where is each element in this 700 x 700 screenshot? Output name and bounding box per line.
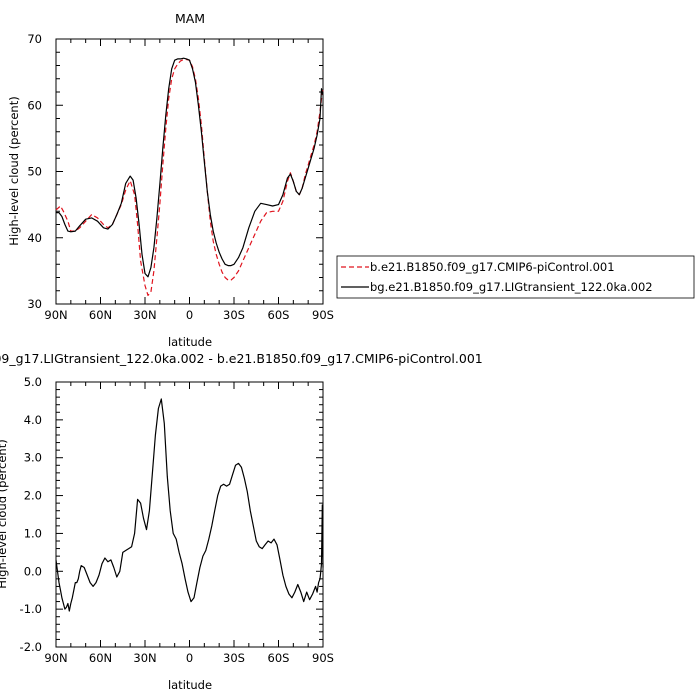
legend: b.e21.B1850.f09_g17.CMIP6-piControl.001 … xyxy=(336,255,695,299)
top-y-ticks: 30 40 50 60 70 xyxy=(27,32,323,311)
legend-box xyxy=(336,255,695,299)
top-y-axis-label: High-level cloud (percent) xyxy=(7,96,21,245)
bottom-y-tick-label: 3.0 xyxy=(24,451,42,465)
bottom-y-tick-label: -1.0 xyxy=(20,602,42,616)
top-series-line-1 xyxy=(55,58,324,296)
bottom-panel-title: bg.e21.B1850.f09_g17.LIGtransient_122.0k… xyxy=(0,351,483,366)
top-x-tick-label: 30N xyxy=(133,308,156,322)
top-plot-frame xyxy=(55,38,324,305)
top-curves xyxy=(55,57,324,296)
bottom-y-tick-label: 0.0 xyxy=(24,564,42,578)
top-x-tick-label: 60N xyxy=(89,308,112,322)
legend-label-series-2: bg.e21.B1850.f09_g17.LIGtransient_122.0k… xyxy=(370,280,653,294)
bottom-x-tick-label: 0 xyxy=(186,651,193,665)
bottom-x-tick-label: 60S xyxy=(268,651,290,665)
top-x-tick-label: 30S xyxy=(223,308,245,322)
bottom-curves xyxy=(55,398,324,612)
bottom-x-tick-label: 30S xyxy=(223,651,245,665)
top-y-tick-label: 40 xyxy=(27,231,42,245)
top-x-tick-label: 0 xyxy=(186,308,193,322)
top-series-line-2 xyxy=(56,57,324,278)
bottom-y-tick-label: 4.0 xyxy=(24,413,42,427)
top-y-tick-label: 30 xyxy=(27,297,42,311)
top-panel-title: MAM xyxy=(175,11,205,26)
top-x-axis-label: latitude xyxy=(168,335,212,349)
bottom-y-tick-label: 5.0 xyxy=(24,375,42,389)
bottom-series-line-1 xyxy=(55,398,324,612)
bottom-y-ticks: -2.0 -1.0 0.0 1.0 2.0 3.0 4.0 5.0 xyxy=(20,375,323,654)
bottom-plot-frame xyxy=(55,381,324,648)
bottom-x-tick-label: 90S xyxy=(312,651,334,665)
bottom-x-axis-label: latitude xyxy=(168,678,212,692)
bottom-y-tick-label: 2.0 xyxy=(24,489,42,503)
top-panel: MAM 90N 60N 30N 0 30S 60S 90S 30 40 50 60 70 latit… xyxy=(7,11,695,349)
top-x-tick-label: 90N xyxy=(44,308,67,322)
bottom-y-axis-label: High-level cloud (percent) xyxy=(0,439,9,588)
bottom-panel: bg.e21.B1850.f09_g17.LIGtransient_122.0k… xyxy=(0,351,483,692)
top-x-ticks: 90N 60N 30N 0 30S 60S 90S xyxy=(44,39,334,322)
bottom-x-ticks: 90N 60N 30N 0 30S 60S 90S xyxy=(44,382,334,665)
top-x-tick-label: 60S xyxy=(268,308,290,322)
bottom-y-tick-label: -2.0 xyxy=(20,640,42,654)
bottom-x-tick-label: 90N xyxy=(44,651,67,665)
top-y-tick-label: 60 xyxy=(27,98,42,112)
bottom-y-tick-label: 1.0 xyxy=(24,526,42,540)
bottom-x-tick-label: 60N xyxy=(89,651,112,665)
bottom-x-tick-label: 30N xyxy=(133,651,156,665)
top-x-tick-label: 90S xyxy=(312,308,334,322)
top-y-tick-label: 50 xyxy=(27,165,42,179)
top-y-tick-label: 70 xyxy=(27,32,42,46)
legend-label-series-1: b.e21.B1850.f09_g17.CMIP6-piControl.001 xyxy=(370,260,615,274)
